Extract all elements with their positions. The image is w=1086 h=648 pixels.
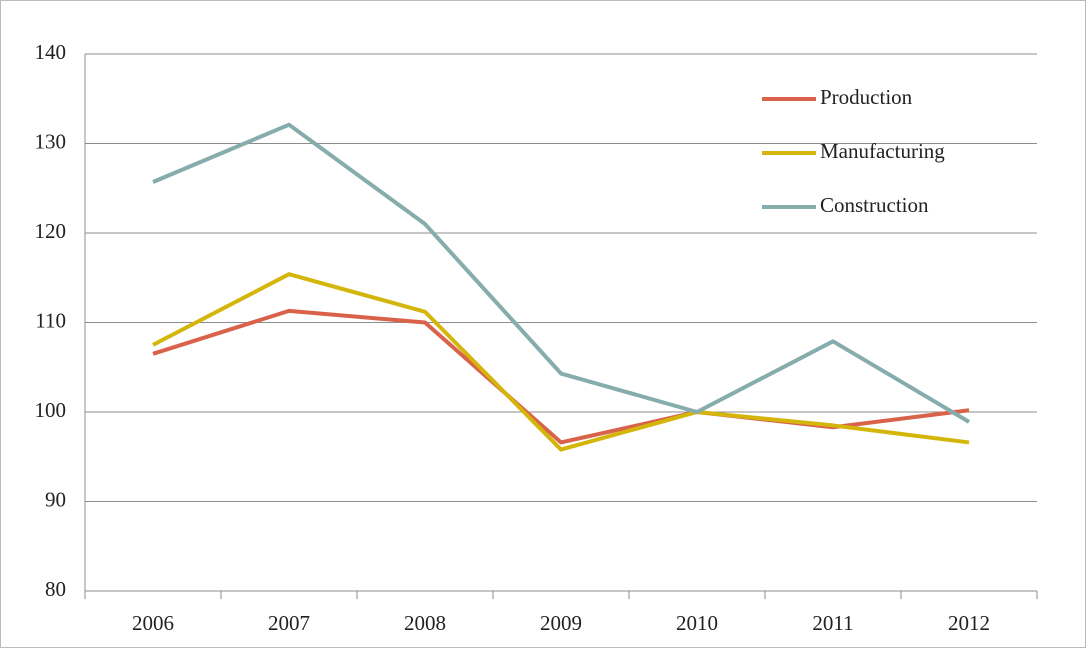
y-tick-label: 90 [45,487,66,511]
y-tick-label: 120 [35,219,67,243]
y-tick-label: 80 [45,577,66,601]
x-tick-label: 2008 [404,611,446,635]
y-tick-label: 130 [35,129,67,153]
data-line [152,272,970,452]
legend-label: Construction [820,193,929,217]
x-tick-label: 2012 [948,611,990,635]
data-line [152,122,971,424]
y-tick-label: 140 [35,40,67,64]
x-tick-label: 2011 [812,611,853,635]
x-tick-label: 2009 [540,611,582,635]
y-tick-label: 100 [35,398,67,422]
y-tick-label: 110 [35,308,66,332]
legend-label: Manufacturing [820,139,945,163]
x-tick-label: 2006 [132,611,174,635]
legend-label: Production [820,85,913,109]
x-tick-label: 2007 [268,611,310,635]
x-tick-label: 2010 [676,611,718,635]
